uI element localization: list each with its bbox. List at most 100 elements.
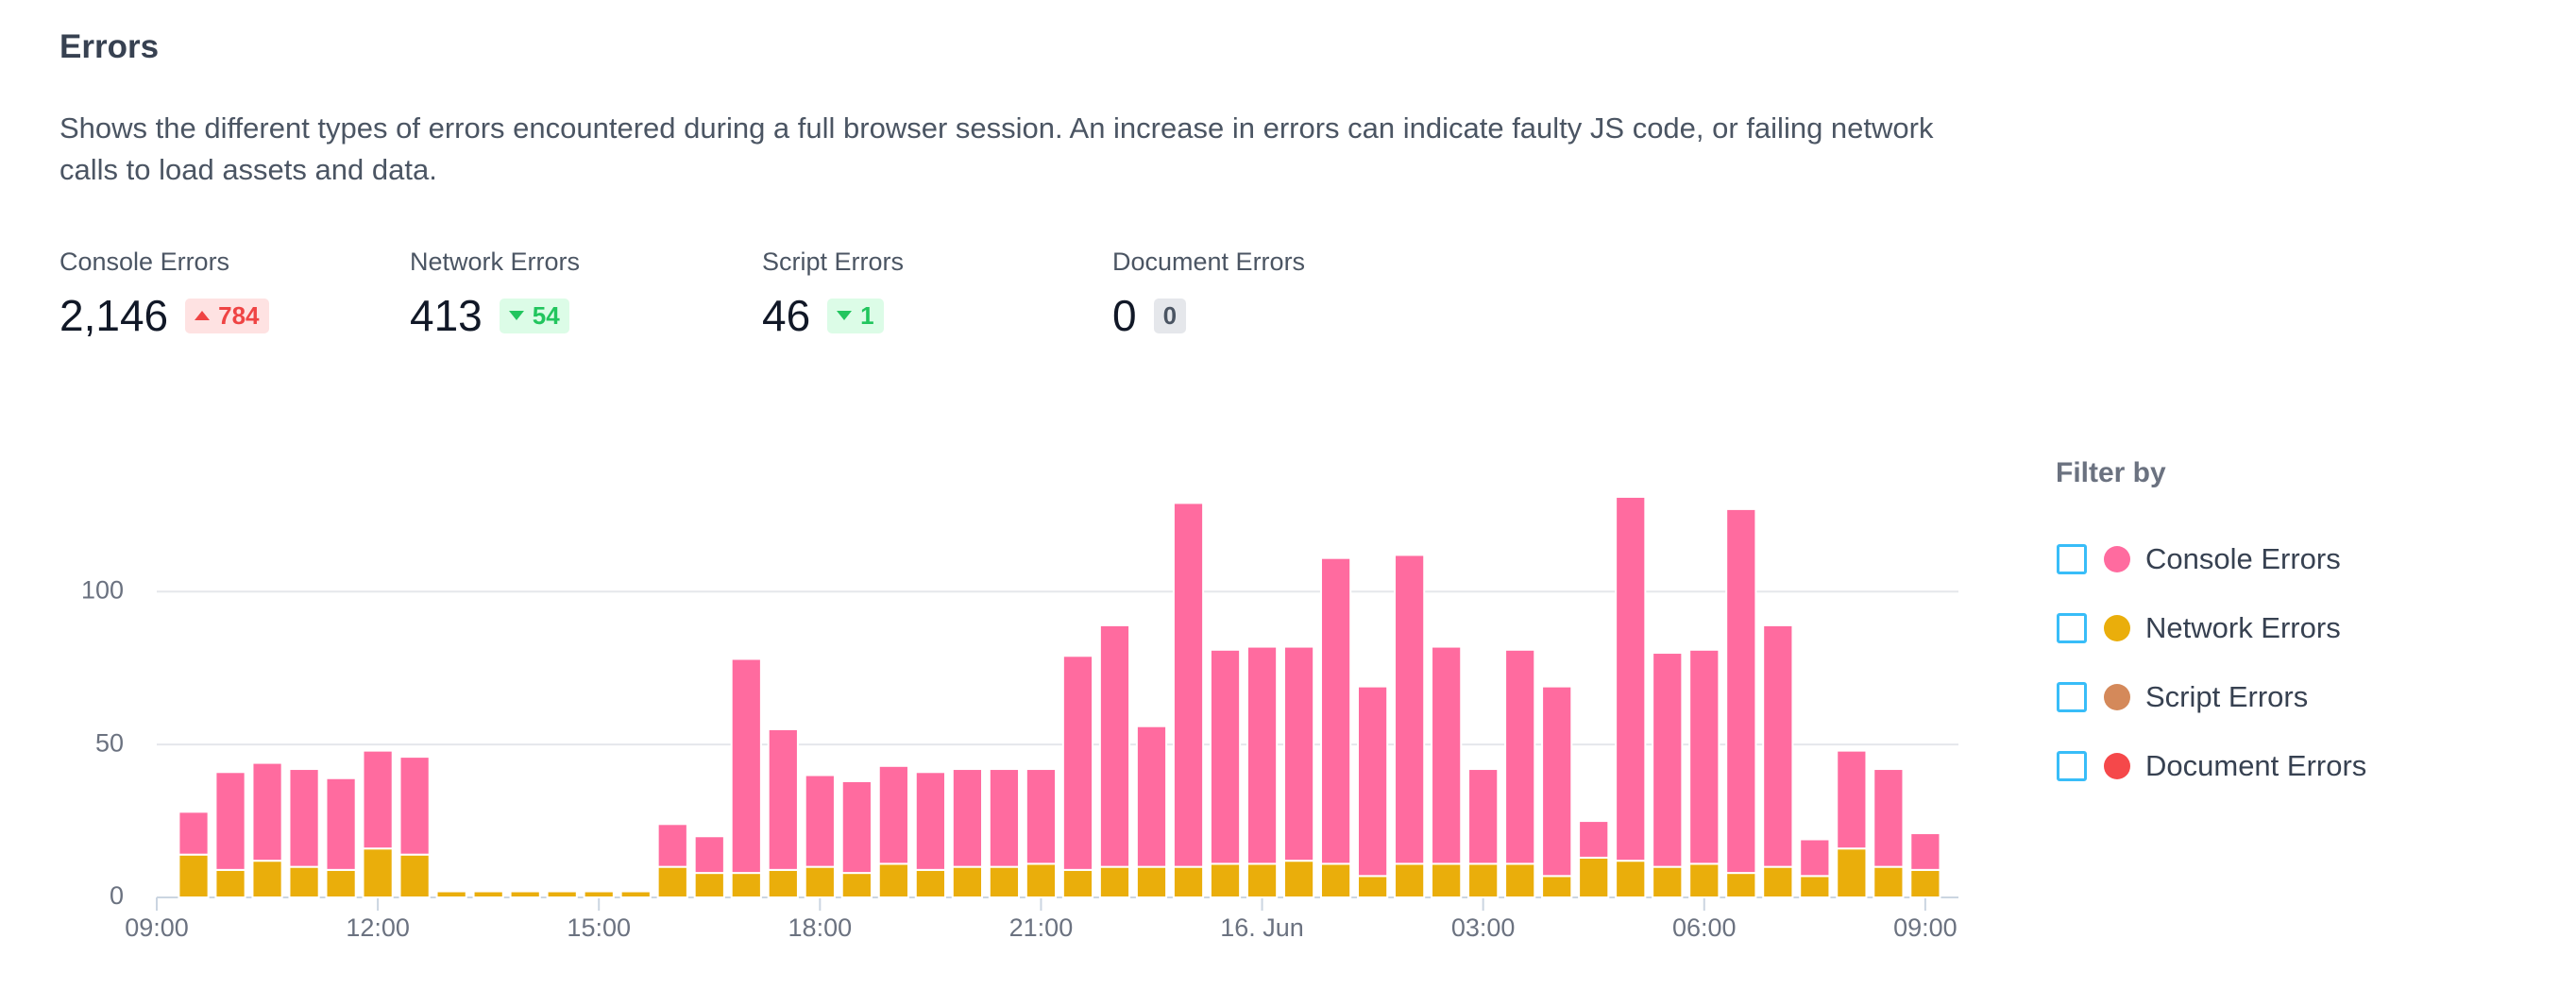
bar-segment [804, 865, 836, 899]
x-tick-label: 18:00 [788, 913, 853, 942]
stat-row: 413 54 [410, 290, 580, 341]
bar-segment [1762, 623, 1794, 868]
stat-label: Console Errors [59, 248, 230, 276]
bar-segment [767, 727, 799, 871]
bar-segment [1688, 648, 1720, 865]
filter-item[interactable]: Document Errors [2056, 749, 2366, 783]
legend-label: Document Errors [2145, 749, 2367, 782]
bar-segment [1246, 862, 1279, 898]
bar-segment [1135, 725, 1168, 868]
stat-label: Script Errors [762, 248, 905, 276]
section-title: Errors [59, 28, 160, 65]
bar-segment [251, 761, 283, 862]
bar-segment [988, 865, 1021, 899]
stat-row: 46 1 [762, 290, 904, 341]
x-tick-label: 03:00 [1451, 913, 1516, 942]
bar-segment [1615, 495, 1647, 862]
bar-segment [1135, 865, 1168, 899]
filter-item[interactable]: Script Errors [2056, 680, 2308, 714]
legend-label: Network Errors [2145, 611, 2341, 644]
change-badge: 0 [1153, 298, 1187, 333]
bar-segment [1541, 875, 1573, 899]
legend-dot [2104, 684, 2130, 710]
bar-segment [1652, 652, 1684, 868]
bar-segment [840, 779, 873, 875]
bar-segment [1282, 645, 1315, 862]
bar-segment [951, 768, 984, 868]
stat-value: 413 [410, 291, 483, 340]
bar-segment [1394, 862, 1426, 898]
bar-segment [693, 835, 725, 875]
y-tick-label: 50 [95, 728, 124, 757]
bar-segment [1431, 862, 1463, 898]
bar-segment [1615, 860, 1647, 899]
legend-dot [2104, 753, 2130, 779]
legend-dot [2104, 546, 2130, 572]
bar-segment [583, 890, 615, 899]
checkbox[interactable] [2057, 682, 2087, 712]
legend-label: Console Errors [2145, 542, 2341, 575]
bar-segment [1098, 623, 1131, 868]
bar-segment [1209, 648, 1242, 865]
bar-segment [840, 872, 873, 898]
filter-item[interactable]: Console Errors [2056, 542, 2341, 576]
bar-segment [1467, 862, 1500, 898]
checkbox[interactable] [2057, 613, 2087, 643]
bar-segment [362, 847, 394, 898]
stat-label: Document Errors [1112, 248, 1306, 276]
y-tick-label: 100 [81, 575, 124, 604]
y-tick-label: 0 [110, 881, 124, 910]
bar-segment [656, 865, 688, 899]
bar-segment [1172, 502, 1205, 868]
bar-segment [656, 823, 688, 868]
bar-segment [1061, 868, 1094, 898]
change-value: 54 [532, 300, 560, 330]
filter-item[interactable]: Network Errors [2056, 611, 2341, 645]
bar-segment [398, 756, 431, 856]
change-arrow [508, 311, 524, 320]
bar-segment [730, 657, 762, 875]
checkbox[interactable] [2057, 751, 2087, 781]
bar-segment [619, 890, 652, 899]
bar-segment [1319, 862, 1352, 898]
bar-segment [1282, 860, 1315, 899]
bar-segment [1394, 554, 1426, 865]
description: Shows the different types of errors enco… [59, 111, 1934, 186]
stat: Network Errors 413 54 [410, 248, 580, 341]
bar-segment [1061, 655, 1094, 871]
bar-segment [804, 774, 836, 868]
change-badge: 1 [827, 298, 884, 333]
bar-segment [877, 862, 909, 898]
x-tick-label: 09:00 [1893, 913, 1957, 942]
stat: Script Errors 46 1 [762, 248, 904, 341]
bar-segment [1725, 872, 1757, 898]
legend-label: Script Errors [2145, 680, 2309, 713]
bar-segment [214, 771, 246, 871]
change-arrow [837, 311, 853, 320]
bar-segment [1504, 862, 1536, 898]
bar-segment [178, 811, 210, 856]
bar-segment [730, 872, 762, 898]
bar-segment [509, 890, 541, 899]
bar-segment [1504, 648, 1536, 865]
bar-segment [1319, 556, 1352, 865]
bar-segment [1799, 838, 1831, 878]
bar-segment [1025, 862, 1058, 898]
bar-segment [1357, 875, 1389, 899]
bar-segment [1541, 685, 1573, 878]
bar-segment [178, 853, 210, 898]
bar-segment [288, 768, 320, 868]
stat: Document Errors 0 0 [1112, 248, 1305, 341]
bar-segment [435, 890, 467, 899]
change-value: 0 [1162, 300, 1178, 330]
stat-value: 0 [1112, 291, 1137, 340]
bar-segment [1209, 862, 1242, 898]
x-tick-label: 21:00 [1009, 913, 1074, 942]
change-arrow [195, 311, 211, 320]
bar-segment [325, 868, 357, 898]
checkbox[interactable] [2057, 544, 2087, 574]
bar-segment [1799, 875, 1831, 899]
bar-segment [914, 771, 946, 871]
